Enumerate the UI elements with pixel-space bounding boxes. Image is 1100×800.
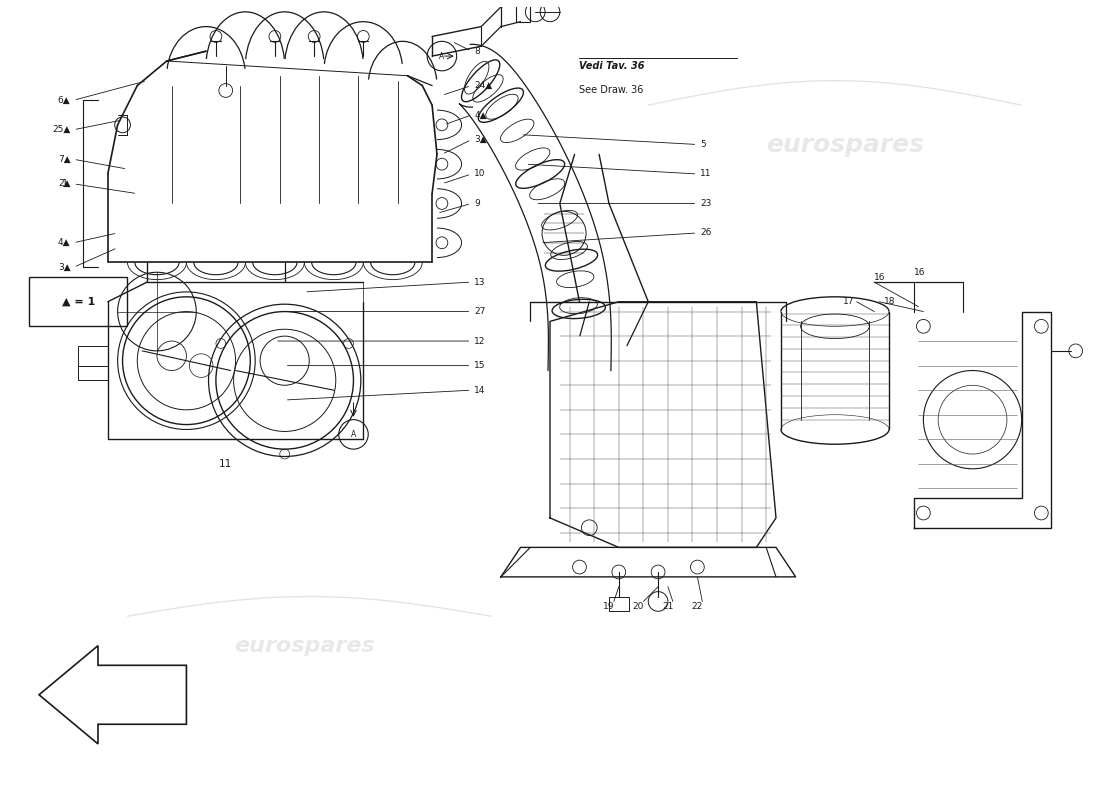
Text: 4▲: 4▲ [58,238,70,247]
Text: 21: 21 [662,602,673,611]
Text: 6▲: 6▲ [58,96,70,105]
Text: 4▲: 4▲ [474,110,487,119]
Text: 22: 22 [692,602,703,611]
Text: See Draw. 36: See Draw. 36 [580,86,644,95]
Text: Vedi Tav. 36: Vedi Tav. 36 [580,61,645,71]
Text: 8: 8 [474,46,480,56]
Text: A: A [351,430,356,439]
Text: 16: 16 [914,268,925,277]
Text: 16: 16 [874,273,886,282]
Text: 14: 14 [474,386,486,394]
Text: 11: 11 [701,170,712,178]
Text: 20: 20 [632,602,645,611]
Text: eurospares: eurospares [766,133,924,157]
Text: 3▲: 3▲ [58,263,70,272]
Text: eurospares: eurospares [234,636,375,656]
Text: 19: 19 [603,602,615,611]
Text: 24▲: 24▲ [474,81,493,90]
Text: 1: 1 [63,179,68,189]
Text: 13: 13 [474,278,486,286]
Text: 7▲: 7▲ [58,154,70,164]
Text: 2▲: 2▲ [58,179,70,188]
Text: 25▲: 25▲ [52,126,70,134]
Text: 5: 5 [701,140,706,149]
Text: 9: 9 [474,199,480,208]
Text: 11: 11 [219,459,232,469]
Text: ▲ = 1: ▲ = 1 [62,297,95,306]
Text: 27: 27 [474,307,486,316]
Text: 17: 17 [843,298,855,306]
Text: 10: 10 [474,170,486,178]
Text: 15: 15 [474,361,486,370]
Bar [78,346,108,380]
Bar [516,2,530,22]
Text: A: A [439,51,444,61]
Bar [609,597,628,611]
Text: 26: 26 [701,229,712,238]
Text: 18: 18 [884,298,895,306]
Text: 23: 23 [701,199,712,208]
Text: 12: 12 [474,337,486,346]
Text: 3▲: 3▲ [474,135,487,144]
